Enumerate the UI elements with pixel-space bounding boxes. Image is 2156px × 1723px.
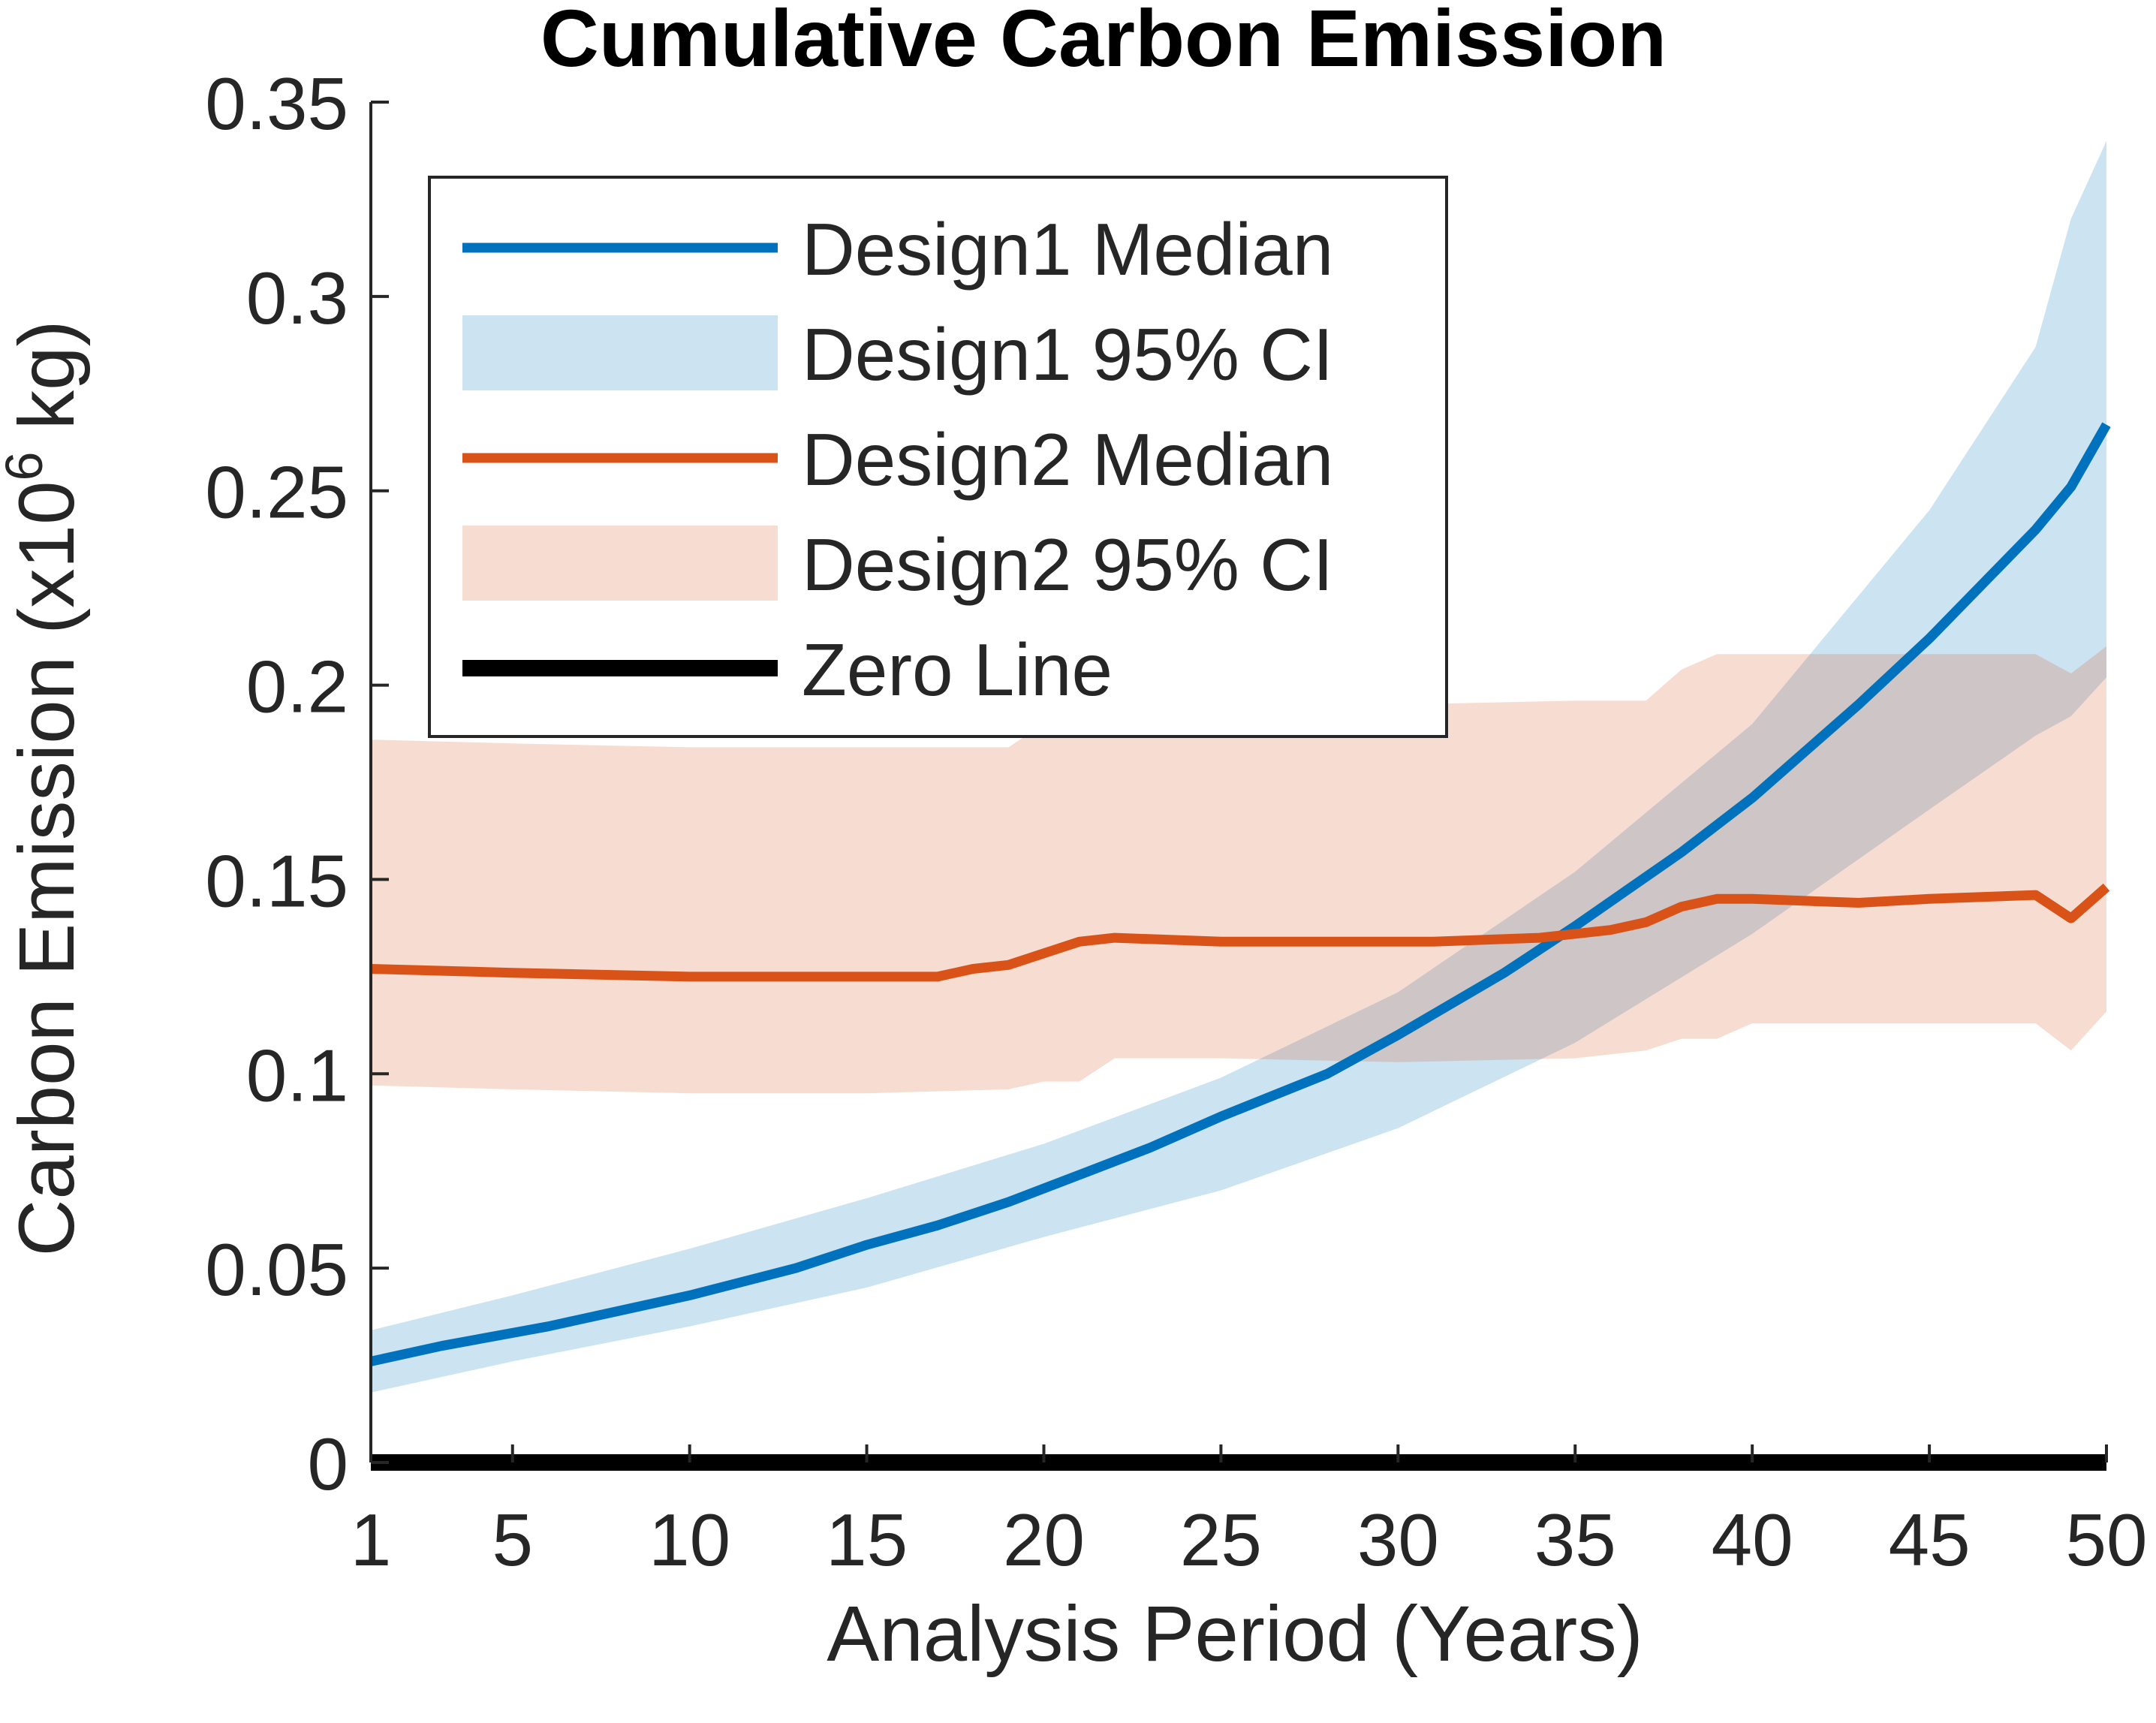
y-axis-label-main: Carbon Emission (x10	[3, 481, 91, 1257]
legend-label-zero-line: Zero Line	[802, 628, 1113, 711]
chart-title: Cumulative Carbon Emission	[541, 0, 1667, 83]
y-tick-label: 0.15	[205, 839, 348, 922]
legend-label-design2-median: Design2 Median	[802, 418, 1333, 501]
x-tick-label: 5	[492, 1499, 533, 1581]
y-tick-label: 0.1	[246, 1034, 348, 1116]
y-axis-label-exponent: 6	[0, 452, 53, 481]
y-axis-label: Carbon Emission (x106 kg)	[0, 321, 91, 1257]
y-tick-label: 0.05	[205, 1228, 348, 1311]
y-tick-label: 0.3	[246, 257, 348, 339]
legend[interactable]: Design1 Median Design1 95% CI Design2 Medi…	[428, 176, 1448, 738]
x-tick-label: 30	[1357, 1499, 1439, 1581]
x-tick-label: 50	[2065, 1499, 2147, 1581]
axes: 00.050.10.150.20.250.30.351 5 10 15 20 25 30 35…	[205, 62, 2147, 1581]
x-tick-label: 25	[1180, 1499, 1262, 1581]
x-tick-label: 20	[1003, 1499, 1085, 1581]
x-tick-label: 1	[351, 1499, 392, 1581]
x-tick-label: 35	[1534, 1499, 1616, 1581]
y-tick-label: 0.25	[205, 451, 348, 534]
x-tick-label: 40	[1712, 1499, 1793, 1581]
design1-95-ci-band	[371, 140, 2106, 1393]
legend-label-design1-95-ci: Design1 95% CI	[802, 313, 1333, 396]
y-tick-label: 0.35	[205, 62, 348, 145]
x-tick-label: 10	[649, 1499, 730, 1581]
legend-swatch-design1-95-ci	[462, 315, 778, 390]
legend-label-design2-95-ci: Design2 95% CI	[802, 523, 1333, 606]
design2-median-line	[370, 883, 2110, 982]
y-tick-label: 0.2	[246, 646, 348, 728]
legend-label-design1-median: Design1 Median	[802, 208, 1333, 291]
x-tick-label: 45	[1889, 1499, 1971, 1581]
y-tick-label: 0	[307, 1423, 348, 1505]
design1-median-line	[369, 422, 2111, 1366]
x-tick-label: 15	[826, 1499, 908, 1581]
x-axis-label: Analysis Period (Years)	[827, 1590, 1643, 1678]
median-lines	[369, 422, 2111, 1366]
legend-swatch-design2-95-ci	[462, 526, 778, 601]
y-axis-label-suffix: kg)	[3, 321, 91, 452]
